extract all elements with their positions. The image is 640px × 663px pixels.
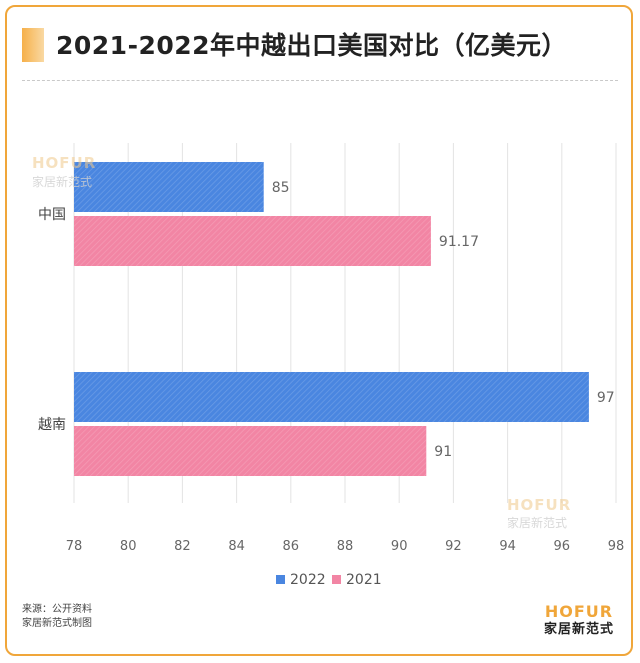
title-accent-bar [22, 28, 44, 62]
source-line-1: 来源：公开资料 [22, 604, 92, 615]
bar-hatch [74, 372, 589, 422]
legend-swatch-2021 [332, 575, 341, 584]
legend-label-2021: 2021 [346, 572, 382, 588]
x-tick-label: 86 [283, 539, 300, 554]
chart-frame [5, 5, 633, 656]
legend-swatch-2022 [276, 575, 285, 584]
data-label: 91 [434, 444, 452, 460]
category-label: 中国 [38, 207, 66, 223]
x-tick-label: 88 [337, 539, 354, 554]
x-tick-label: 94 [499, 539, 516, 554]
watermark-en-bottom: HOFUR [507, 496, 571, 514]
brand-logo-cn: 家居新范式 [543, 622, 614, 637]
x-tick-label: 82 [174, 539, 191, 554]
chart-title: 2021-2022年中越出口美国对比（亿美元） [56, 31, 568, 60]
brand-logo-en: HOFUR [544, 602, 614, 621]
bar-hatch [74, 162, 264, 212]
data-label: 97 [597, 390, 615, 406]
legend-label-2022: 2022 [290, 572, 326, 588]
x-tick-label: 90 [391, 539, 408, 554]
source-line-2: 家居新范式制图 [22, 618, 92, 629]
x-tick-label: 98 [608, 539, 625, 554]
source-note: 来源：公开资料 家居新范式制图 [22, 603, 92, 631]
watermark-cn-bottom: 家居新范式 [507, 515, 567, 530]
bar-hatch [74, 426, 427, 476]
data-label: 91.17 [439, 234, 479, 250]
data-label: 85 [272, 180, 290, 196]
bar-hatch [74, 216, 431, 266]
x-tick-label: 92 [445, 539, 462, 554]
brand-logo: HOFUR 家居新范式 [544, 603, 614, 639]
x-tick-label: 96 [554, 539, 571, 554]
data-labels: 85 91.17 97 91 [272, 180, 615, 460]
bars [74, 162, 589, 476]
watermark-en-top: HOFUR [32, 154, 96, 172]
x-tick-label: 78 [66, 539, 83, 554]
watermark-cn-top: 家居新范式 [32, 174, 92, 189]
title-divider [22, 80, 618, 81]
x-tick-label: 84 [228, 539, 245, 554]
legend: 2022 2021 [276, 572, 382, 588]
x-tick-label: 80 [120, 539, 137, 554]
x-axis-ticks: 78 80 82 84 86 88 90 92 94 96 98 [66, 539, 625, 554]
category-label: 越南 [38, 417, 66, 433]
